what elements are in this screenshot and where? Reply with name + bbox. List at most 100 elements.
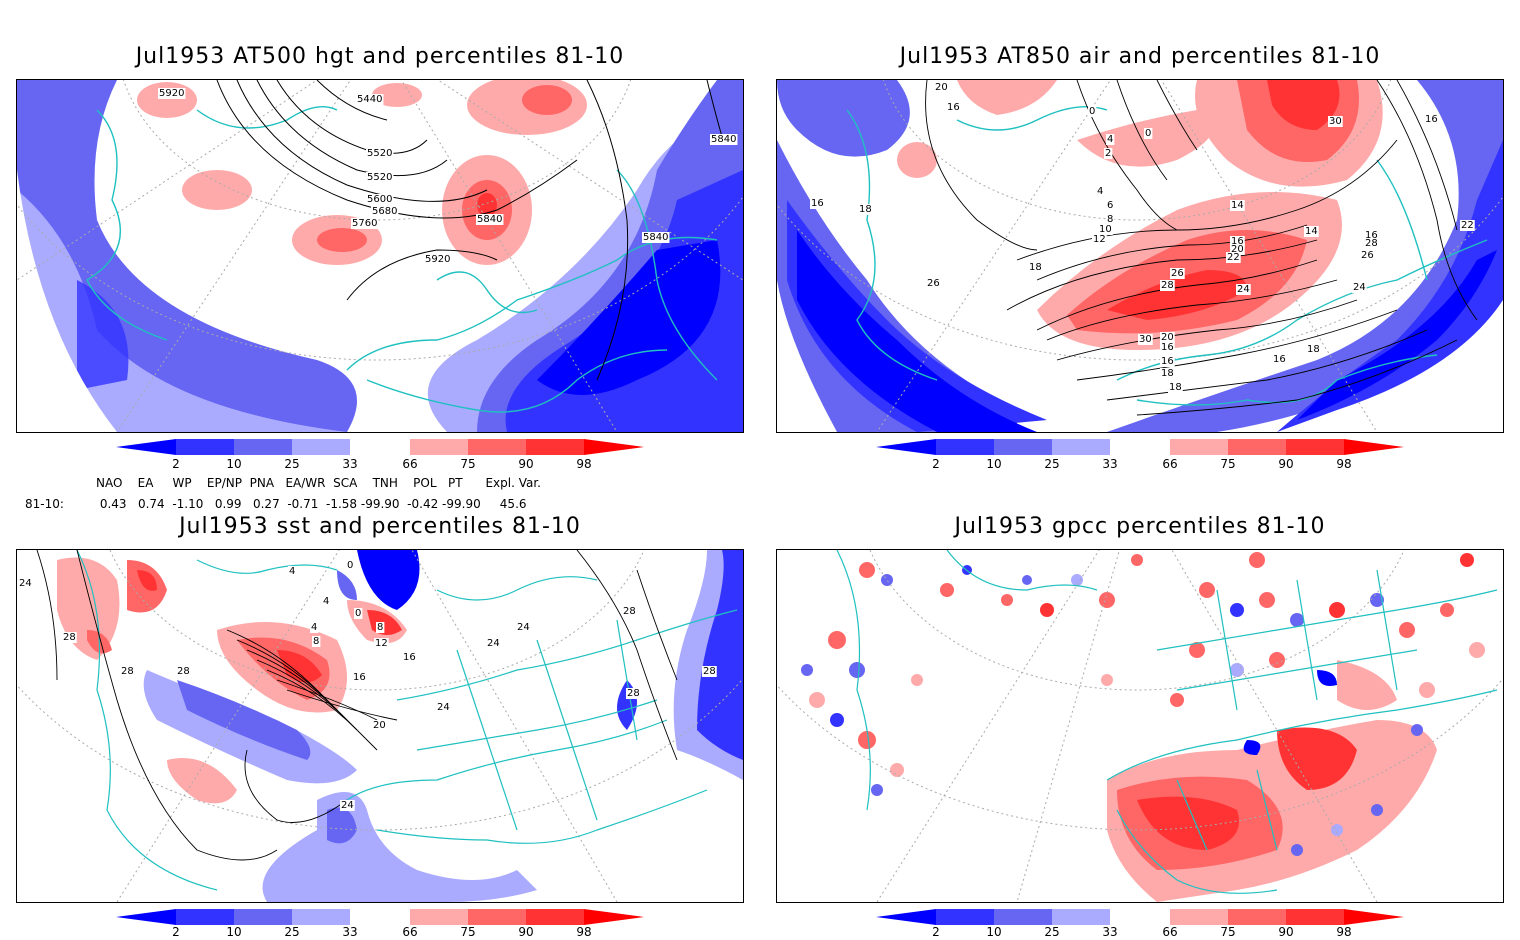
contour-label-bg [366,148,394,159]
contour-label: 28 [177,666,190,677]
panel3-contour-labels: 24 28 28 28 4 0 4 0 4 8 8 12 16 16 20 24… [18,560,717,811]
contour-label-bg [1160,280,1175,291]
colorbar-graphic [876,439,1404,455]
contour-label: 20 [373,720,386,731]
contour-label-bg [1160,342,1175,353]
contour-label-bg [1160,368,1175,379]
contour-label-bg [366,194,394,205]
contour-label: 4 [1097,186,1103,197]
colorbar-tick: 2 [932,457,940,471]
colorbar-tick: 98 [576,925,592,939]
contour-label: 0 [1089,106,1095,117]
colorbar-tick: 90 [1278,457,1294,471]
contour-label-bg [486,638,501,649]
colorbar-tick: 98 [1336,925,1352,939]
contour-label: 26 [1361,250,1374,261]
contour-label-bg [1170,268,1185,279]
contour-label-bg [312,636,321,647]
panel2-title: Jul1953 AT850 air and percentiles 81-10 [899,44,1381,69]
contour-label-bg [934,82,949,93]
colorbar-graphic [876,909,1404,925]
contour-label: 16 [1273,354,1286,365]
panel3-title: Jul1953 sst and percentiles 81-10 [179,514,581,539]
colorbar-tick: 25 [1044,457,1060,471]
contour-label-bg [1226,252,1241,263]
colorbar-bin [292,439,350,455]
contour-label-bg [1096,186,1105,197]
contour-label: 16 [1425,114,1438,125]
contour-label-bg [1160,356,1175,367]
contour-label-bg [158,88,186,99]
contour-label: 18 [1169,382,1182,393]
colorbar-bin [584,909,644,925]
contour-label: 5600 [367,194,392,205]
colorbar-tick: 2 [932,925,940,939]
panel4-colorbar: 2 10 25 33 66 75 90 98 [876,909,1404,940]
colorbar-graphic [116,439,644,455]
contour-label: 16 [1161,356,1174,367]
contour-label: 16 [1161,342,1174,353]
contour-label-bg [1106,134,1115,145]
colorbar-bin [1344,909,1404,925]
colorbar-bin [936,909,994,925]
contour-label: 5840 [643,232,668,243]
contour-label-bg [1460,220,1475,231]
panel2-contour-labels: 20 16 0 4 0 2 30 16 16 18 4 6 8 10 12 14… [810,82,1475,393]
contour-label: 16 [947,102,960,113]
colorbar-tick: 10 [226,925,242,939]
contour-label: 5520 [367,172,392,183]
contour-label-bg [1230,200,1245,211]
contour-label-bg [946,102,961,113]
contour-label-bg [436,702,451,713]
contour-label-bg [1160,332,1175,343]
colorbar-tick: 90 [1278,925,1294,939]
colorbar-tick: 10 [986,457,1002,471]
contour-label-bg [354,608,363,619]
colorbar-bin [176,909,234,925]
contour-label-bg [626,688,641,699]
colorbar-tick: 98 [576,457,592,471]
contour-label: 0 [355,608,361,619]
colorbar-tick: 25 [1044,925,1060,939]
contour-label: 8 [377,622,383,633]
contour-label: 16 [353,672,366,683]
contour-label: 18 [1161,368,1174,379]
contour-label-bg [1168,382,1183,393]
colorbar-tick: 90 [518,925,534,939]
contour-label: 5840 [477,214,502,225]
colorbar-tick: 25 [284,925,300,939]
contour-label: 4 [311,622,317,633]
colorbar-tick: 75 [1220,925,1236,939]
contour-label: 5840 [711,134,736,145]
colorbar-tick: 33 [342,925,358,939]
contour-label-bg [1328,116,1343,127]
contour-label: 22 [1227,252,1240,263]
contour-label: 28 [121,666,134,677]
colorbar-tick: 2 [172,925,180,939]
contour-label-bg [372,720,387,731]
colorbar-tick: 66 [1162,457,1178,471]
contour-label-bg [310,622,319,633]
contour-label: 28 [1161,280,1174,291]
colorbar-graphic [116,909,644,925]
colorbar-bin [994,439,1052,455]
contour-label: 4 [323,596,329,607]
contour-label-bg [1352,282,1367,293]
colorbar-bin [1286,909,1344,925]
colorbar-tick: 66 [402,457,418,471]
contour-label-bg [1144,128,1153,139]
colorbar-tick: 75 [460,925,476,939]
contour-label: 2 [1105,148,1111,159]
contour-label: 24 [517,622,530,633]
contour-label: 16 [1365,230,1378,241]
contour-label: 20 [1161,332,1174,343]
colorbar-bin [350,909,410,925]
colorbar-tick: 33 [342,457,358,471]
contour-label-bg [1360,250,1375,261]
panel4-speckles [801,552,1485,856]
contour-label: 24 [19,578,32,589]
panel2-colorbar: 2 10 25 33 66 75 90 98 [876,439,1404,473]
contour-label-bg [424,254,452,265]
panel4-title: Jul1953 gpcc percentiles 81-10 [954,514,1326,539]
contour-label: 18 [1029,262,1042,273]
